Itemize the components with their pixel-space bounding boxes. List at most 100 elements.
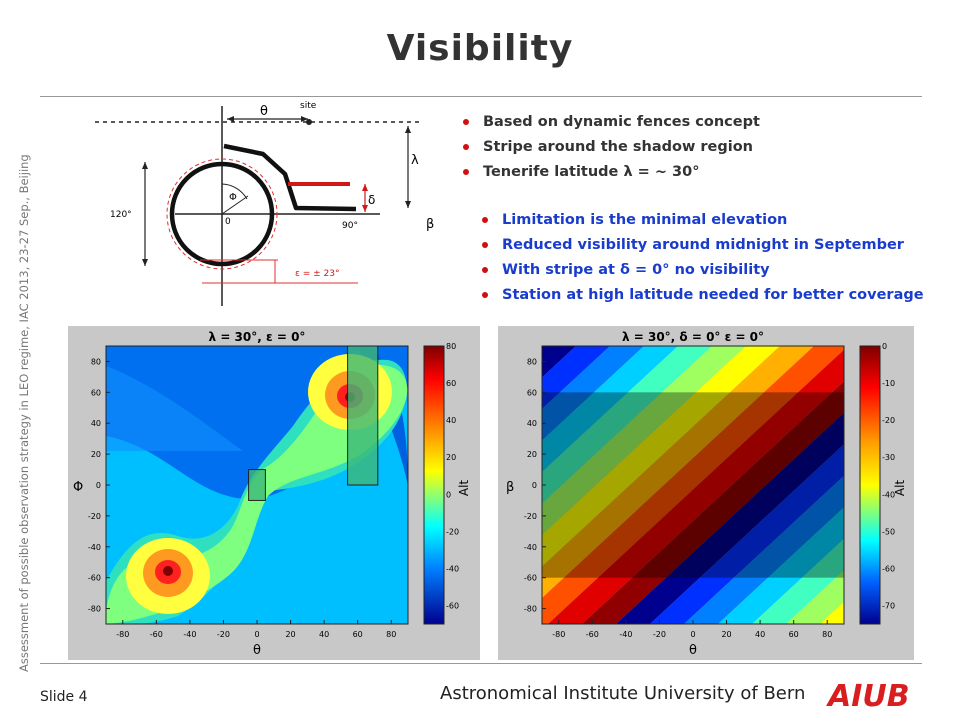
y-tick-label: 0 [532,481,537,490]
y-tick-label: -80 [524,605,537,614]
axis-ticks: -80 -60 -40 -20 0 20 40 60 80 80 60 40 20 0 -20 -40 -60 -… [88,357,396,639]
colorbar-ticks: 80 60 40 20 0 -20 -40 -60 [446,342,459,610]
y-tick-label: -40 [524,543,537,552]
y-tick-label: -20 [524,512,537,521]
plot-title: λ = 30°, δ = 0° ε = 0° [622,330,764,344]
x-tick-label: 80 [822,630,832,639]
y-tick-label: 80 [527,357,537,366]
colorbar-tick-label: -70 [882,601,895,610]
contour-band [542,346,844,624]
bullet-dot-icon [482,292,488,298]
y-axis-label: Φ [73,480,83,495]
colorbar-tick-label: 0 [446,490,451,499]
colorbar [423,345,445,625]
bullet-dot-icon [463,169,469,175]
colorbar-tick-label: 60 [446,379,456,388]
colorbar-tick-label: 40 [446,416,456,425]
y-tick-label: -40 [88,543,101,552]
y-tick-label: 20 [91,450,101,459]
contour-band [548,349,844,624]
colorbar-tick-label: -10 [882,379,895,388]
stripe-highlight-box [347,345,379,486]
x-tick-label: -20 [653,630,666,639]
x-axis-label: θ [689,643,697,658]
x-tick-label: -40 [619,630,632,639]
colorbar-tick-label: -20 [882,416,895,425]
colorbar [859,345,881,625]
angle-90-label: 90° [342,221,358,231]
y-tick-label: 20 [527,450,537,459]
colorbar-label: Alt [893,480,907,497]
colorbar-tick-label: -20 [446,527,459,536]
colorbar-tick-label: -60 [446,601,459,610]
x-tick-label: -80 [552,630,565,639]
bullet-item: Based on dynamic fences concept [463,112,760,137]
bullet-item: With stripe at δ = 0° no visibility [482,260,924,285]
bullet-dot-icon [463,144,469,150]
bullet-item: Tenerife latitude λ = ~ 30° [463,162,760,187]
x-tick-label: -20 [217,630,230,639]
x-tick-label: -80 [116,630,129,639]
lambda-label: λ [411,153,419,168]
colorbar-tick-label: -60 [882,564,895,573]
y-axis-label: β [506,480,514,495]
side-note: Assessment of possible observation strat… [17,154,31,672]
logo-text: AIUB [826,679,910,712]
shaded-region [542,392,844,578]
y-tick-label: 60 [91,388,101,397]
x-tick-label: 20 [721,630,731,639]
y-tick-label: 80 [91,357,101,366]
colorbar-tick-label: 0 [882,342,887,351]
y-tick-label: -60 [88,574,101,583]
colorbar-tick-label: -40 [446,564,459,573]
contour-band [718,507,844,624]
delta-label: δ [368,193,375,207]
x-tick-label: -60 [150,630,163,639]
origin-label: 0 [225,217,231,227]
colorbar-label: Alt [457,480,471,497]
x-tick-label: 0 [254,630,259,639]
x-tick-label: 0 [690,630,695,639]
colorbar-tick-label: -40 [882,490,895,499]
angle-120-label: 120° [110,210,132,220]
bullet-item: Stripe around the shadow region [463,137,760,162]
bullet-list-limitations: Limitation is the minimal elevation Redu… [482,210,924,310]
bullet-dot-icon [463,119,469,125]
theta-label: θ [260,104,268,119]
bullet-dot-icon [482,242,488,248]
colorbar-tick-label: -30 [882,453,895,462]
x-tick-label: 40 [755,630,765,639]
bullet-list-concept: Based on dynamic fences concept Stripe a… [463,112,760,187]
diagonal-contour-bands [542,346,844,624]
geometry-diagram: θ site δ λ β 90° Φ 0 120° ε = ± 23° [95,101,434,306]
colorbar-ticks: 0 -10 -20 -30 -40 -50 -60 -70 [882,342,895,610]
x-tick-label: 20 [285,630,295,639]
aiub-logo: AIUB [826,679,910,712]
axis-ticks: -80 -60 -40 -20 0 20 40 60 80 80 60 40 20 0 -20 -40 -60 -… [524,357,832,639]
bullet-dot-icon [482,267,488,273]
y-tick-label: 60 [527,388,537,397]
bullet-item: Limitation is the minimal elevation [482,210,924,235]
bullet-item: Reduced visibility around midnight in Se… [482,235,924,260]
x-tick-label: 60 [789,630,799,639]
slide-number: Slide 4 [40,689,88,705]
site-marker [306,119,312,125]
beta-label: β [426,217,434,232]
y-tick-label: 0 [96,481,101,490]
x-tick-label: 40 [319,630,329,639]
footer-divider [40,663,922,664]
x-tick-label: -60 [586,630,599,639]
y-tick-label: -60 [524,574,537,583]
y-tick-label: 40 [91,419,101,428]
y-tick-label: 40 [527,419,537,428]
colorbar-tick-label: -50 [882,527,895,536]
colorbar-tick-label: 20 [446,453,456,462]
stripe-highlight-box [248,469,266,501]
phi-label: Φ [229,192,237,203]
x-tick-label: 60 [353,630,363,639]
x-tick-label: -40 [183,630,196,639]
colorbar-tick-label: 80 [446,342,456,351]
plot-title: λ = 30°, ε = 0° [209,330,306,344]
slide-title: Visibility [386,28,574,69]
epsilon-label: ε = ± 23° [295,269,339,279]
